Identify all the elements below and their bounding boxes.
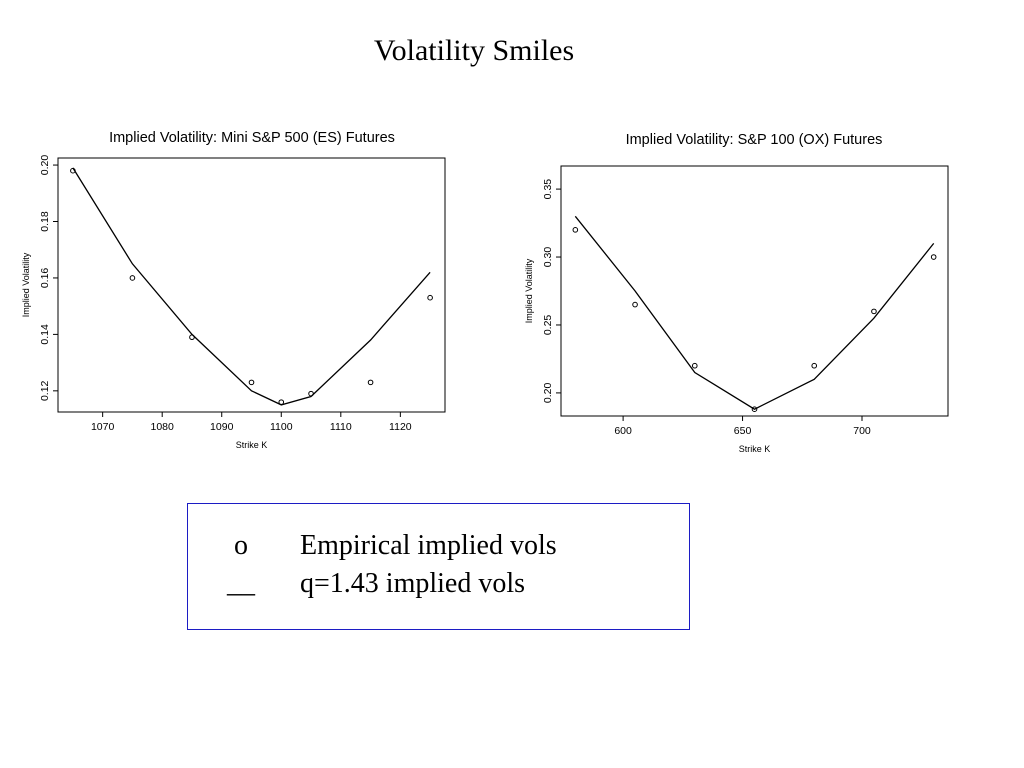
empirical-vol-point — [367, 379, 374, 386]
x-tick-label: 1110 — [330, 421, 352, 433]
x-tick-label: 1070 — [91, 421, 115, 433]
empirical-vol-point — [871, 308, 877, 315]
plot-frame — [57, 157, 446, 413]
y-tick-label: 0.20 — [542, 383, 554, 404]
y-tick-label: 0.12 — [39, 380, 51, 401]
x-axis-label: Strike K — [236, 440, 268, 450]
x-tick-label: 650 — [734, 425, 752, 437]
legend-symbol-line: __ — [227, 568, 255, 599]
legend-box: o Empirical implied vols __ q=1.43 impli… — [187, 503, 690, 630]
slide-title: Volatility Smiles — [373, 34, 575, 67]
y-tick-label: 0.14 — [39, 324, 51, 345]
es-futures-chart: Implied Volatility: Mini S&P 500 (ES) Fu… — [18, 120, 463, 460]
y-axis-label: Implied Volatility — [524, 258, 534, 323]
chart-title: Implied Volatility: S&P 100 (OX) Futures — [626, 132, 883, 148]
x-axis-label: Strike K — [739, 444, 771, 454]
empirical-vol-point — [751, 406, 758, 413]
model-vol-line — [574, 215, 935, 410]
empirical-vol-point — [572, 227, 579, 233]
x-tick-label: 1080 — [151, 421, 175, 433]
y-tick-label: 0.35 — [542, 179, 554, 200]
legend-label-model: q=1.43 implied vols — [300, 568, 526, 599]
legend-label-empirical: Empirical implied vols — [300, 530, 557, 561]
empirical-vol-point — [129, 275, 136, 281]
y-tick-label: 0.30 — [542, 247, 554, 268]
y-tick-label: 0.20 — [39, 155, 51, 176]
x-tick-label: 1090 — [210, 421, 234, 433]
empirical-vol-point — [248, 379, 255, 386]
empirical-vol-point — [427, 294, 433, 301]
y-axis-label: Implied Volatility — [21, 252, 31, 317]
x-tick-label: 1100 — [270, 421, 293, 433]
x-tick-label: 700 — [853, 425, 871, 437]
x-tick-label: 600 — [614, 425, 632, 437]
y-tick-label: 0.18 — [39, 211, 51, 232]
empirical-vol-point — [811, 362, 818, 369]
x-tick-label: 1120 — [389, 421, 412, 433]
empirical-vol-point — [691, 362, 698, 369]
empirical-vol-point — [930, 254, 937, 260]
plot-frame — [560, 165, 949, 417]
empirical-vol-point — [632, 301, 638, 308]
y-tick-label: 0.16 — [39, 268, 51, 289]
es-futures-chart-svg: Implied Volatility: Mini S&P 500 (ES) Fu… — [21, 130, 446, 450]
ox-futures-chart-svg: Implied Volatility: S&P 100 (OX) Futures… — [524, 132, 949, 454]
legend-symbol-points: o — [234, 530, 248, 561]
model-vol-line — [72, 167, 431, 406]
y-tick-label: 0.25 — [542, 315, 554, 336]
chart-title: Implied Volatility: Mini S&P 500 (ES) Fu… — [109, 130, 395, 146]
ox-futures-chart: Implied Volatility: S&P 100 (OX) Futures… — [515, 120, 960, 460]
